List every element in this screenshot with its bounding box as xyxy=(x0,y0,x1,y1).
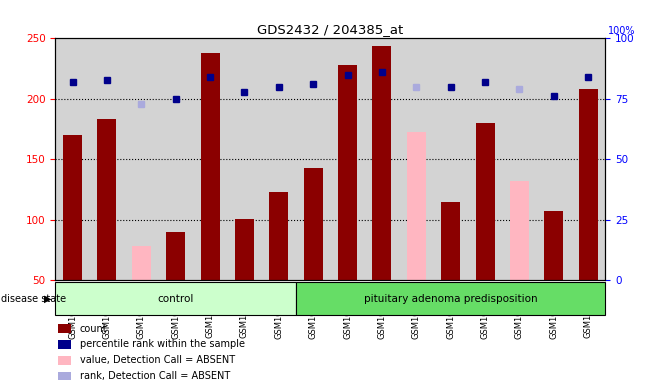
Bar xyxy=(235,218,254,280)
FancyBboxPatch shape xyxy=(296,282,605,315)
Bar xyxy=(201,53,219,280)
Bar xyxy=(476,123,495,280)
Text: ▶: ▶ xyxy=(44,293,51,304)
Bar xyxy=(407,132,426,280)
Bar xyxy=(58,340,71,349)
Bar xyxy=(338,65,357,280)
Text: pituitary adenoma predisposition: pituitary adenoma predisposition xyxy=(364,293,538,304)
Bar xyxy=(98,119,117,280)
Text: 100%: 100% xyxy=(608,26,636,36)
Bar xyxy=(58,372,71,381)
Bar xyxy=(579,89,598,280)
Bar xyxy=(544,211,563,280)
Text: disease state: disease state xyxy=(1,293,66,304)
Bar xyxy=(372,46,391,280)
Bar xyxy=(270,192,288,280)
Bar xyxy=(441,202,460,280)
Bar xyxy=(58,324,71,333)
Text: percentile rank within the sample: percentile rank within the sample xyxy=(79,339,245,349)
FancyBboxPatch shape xyxy=(55,282,296,315)
Text: value, Detection Call = ABSENT: value, Detection Call = ABSENT xyxy=(79,355,235,365)
Bar xyxy=(166,232,185,280)
Title: GDS2432 / 204385_at: GDS2432 / 204385_at xyxy=(257,23,404,36)
Text: rank, Detection Call = ABSENT: rank, Detection Call = ABSENT xyxy=(79,371,230,381)
Bar xyxy=(58,356,71,364)
Bar xyxy=(510,181,529,280)
Bar xyxy=(132,247,151,280)
Bar xyxy=(63,135,82,280)
Bar xyxy=(304,168,323,280)
Text: count: count xyxy=(79,324,107,334)
Text: control: control xyxy=(158,293,194,304)
